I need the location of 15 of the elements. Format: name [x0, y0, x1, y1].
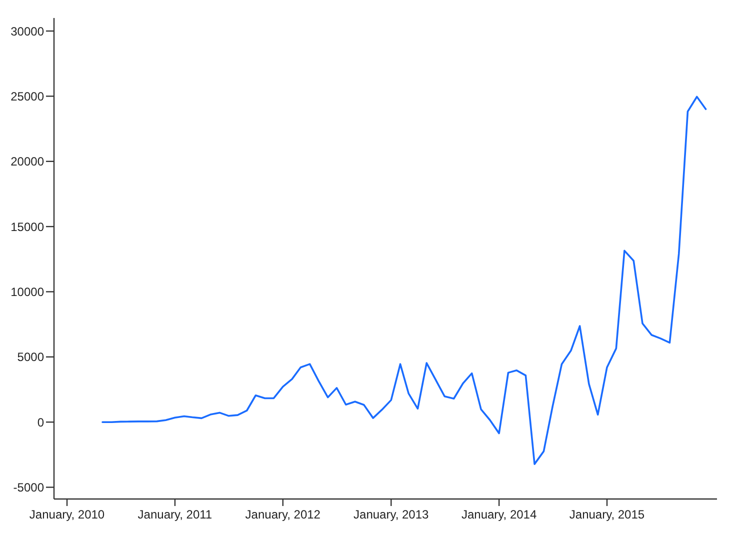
y-tick-label: 5000: [17, 350, 44, 364]
x-tick-label: January, 2012: [245, 508, 321, 522]
y-tick-label: 10000: [10, 285, 44, 299]
y-tick-label: 20000: [10, 154, 44, 169]
y-tick-label: -5000: [13, 480, 44, 495]
x-tick-label: January, 2014: [461, 508, 537, 522]
line-series: [102, 96, 707, 465]
y-tick-label: 0: [37, 415, 44, 430]
x-tick-label: January, 2015: [569, 508, 645, 522]
x-tick-label: January, 2011: [138, 508, 212, 522]
x-tick-label: January, 2010: [29, 508, 105, 522]
y-tick-label: 30000: [10, 24, 44, 38]
y-tick-label: 15000: [10, 220, 44, 234]
y-tick-label: 25000: [10, 89, 44, 104]
x-tick-label: January, 2013: [354, 508, 430, 522]
